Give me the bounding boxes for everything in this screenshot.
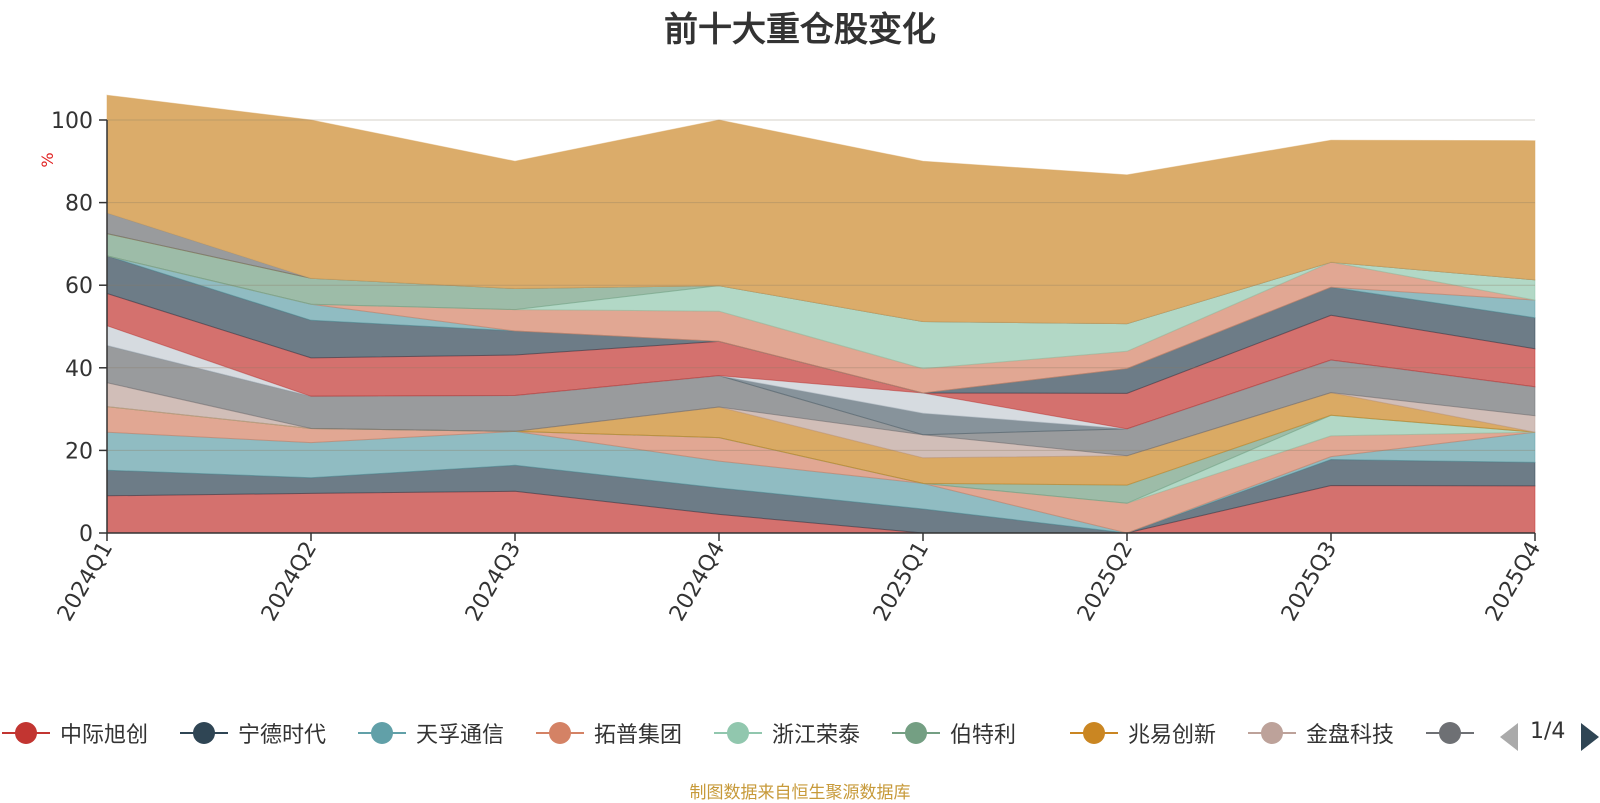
legend-item[interactable]: 伯特利 bbox=[890, 713, 1016, 753]
legend-label: 中际旭创 bbox=[60, 723, 149, 748]
stacked-areas bbox=[106, 94, 1536, 534]
legend-label: 浙江荣泰 bbox=[772, 723, 861, 748]
legend-marker-icon bbox=[180, 722, 228, 744]
legend-label: 拓普集团 bbox=[594, 723, 683, 748]
y-tick-label: 100 bbox=[51, 109, 93, 134]
source-note: 制图数据来自恒生聚源数据库 bbox=[689, 783, 911, 803]
gridlines bbox=[107, 119, 1535, 451]
legend-marker-icon bbox=[1070, 722, 1118, 744]
legend-item[interactable]: 宁德时代 bbox=[178, 713, 326, 753]
x-tick-label: 2024Q4 bbox=[665, 538, 730, 626]
area-series-20[interactable] bbox=[106, 94, 1536, 325]
legend-marker-icon bbox=[2, 722, 50, 744]
legend-item[interactable]: 中际旭创 bbox=[0, 713, 148, 753]
legend-item[interactable]: 三花智控 bbox=[1424, 713, 1478, 753]
legend-marker-icon bbox=[1426, 722, 1474, 744]
legend-item[interactable]: 兆易创新 bbox=[1068, 713, 1216, 753]
chart-title: 前十大重仓股变化 bbox=[664, 10, 936, 50]
y-axis-label: % bbox=[38, 152, 57, 167]
legend-items: 中际旭创宁德时代天孚通信拓普集团浙江荣泰伯特利兆易创新金盘科技三花智控阳光电源北… bbox=[0, 713, 1478, 753]
x-tick-label: 2024Q3 bbox=[461, 538, 526, 626]
y-tick-label: 80 bbox=[65, 192, 93, 217]
legend: 中际旭创宁德时代天孚通信拓普集团浙江荣泰伯特利兆易创新金盘科技三花智控阳光电源北… bbox=[0, 713, 1600, 753]
y-tick-label: 40 bbox=[65, 357, 93, 382]
legend-item[interactable]: 金盘科技 bbox=[1246, 713, 1394, 753]
x-tick-label: 2025Q2 bbox=[1073, 538, 1138, 626]
legend-label: 伯特利 bbox=[950, 723, 1017, 748]
legend-item[interactable]: 浙江荣泰 bbox=[712, 713, 860, 753]
y-tick-label: 20 bbox=[65, 439, 93, 464]
x-tick-label: 2025Q4 bbox=[1481, 538, 1546, 626]
legend-item[interactable]: 拓普集团 bbox=[534, 713, 682, 753]
legend-next-page-icon[interactable] bbox=[1581, 723, 1599, 751]
legend-marker-icon bbox=[714, 722, 762, 744]
legend-label: 天孚通信 bbox=[416, 723, 505, 748]
legend-item[interactable]: 天孚通信 bbox=[356, 713, 504, 753]
legend-marker-icon bbox=[1248, 722, 1296, 744]
x-tick-label: 2024Q2 bbox=[257, 538, 322, 626]
x-tick-label: 2024Q1 bbox=[53, 538, 118, 626]
y-tick-label: 0 bbox=[79, 522, 93, 547]
x-tick-label: 2025Q1 bbox=[869, 538, 934, 626]
legend-label: 兆易创新 bbox=[1128, 723, 1217, 748]
x-tick-label: 2025Q3 bbox=[1277, 538, 1342, 626]
legend-label: 金盘科技 bbox=[1306, 723, 1395, 748]
legend-marker-icon bbox=[892, 722, 940, 744]
legend-page-indicator: 1/4 bbox=[1530, 719, 1566, 744]
legend-label: 宁德时代 bbox=[238, 723, 327, 748]
legend-prev-page-icon[interactable] bbox=[1500, 723, 1518, 751]
legend-marker-icon bbox=[358, 722, 406, 744]
legend-marker-icon bbox=[536, 722, 584, 744]
y-tick-label: 60 bbox=[65, 274, 93, 299]
